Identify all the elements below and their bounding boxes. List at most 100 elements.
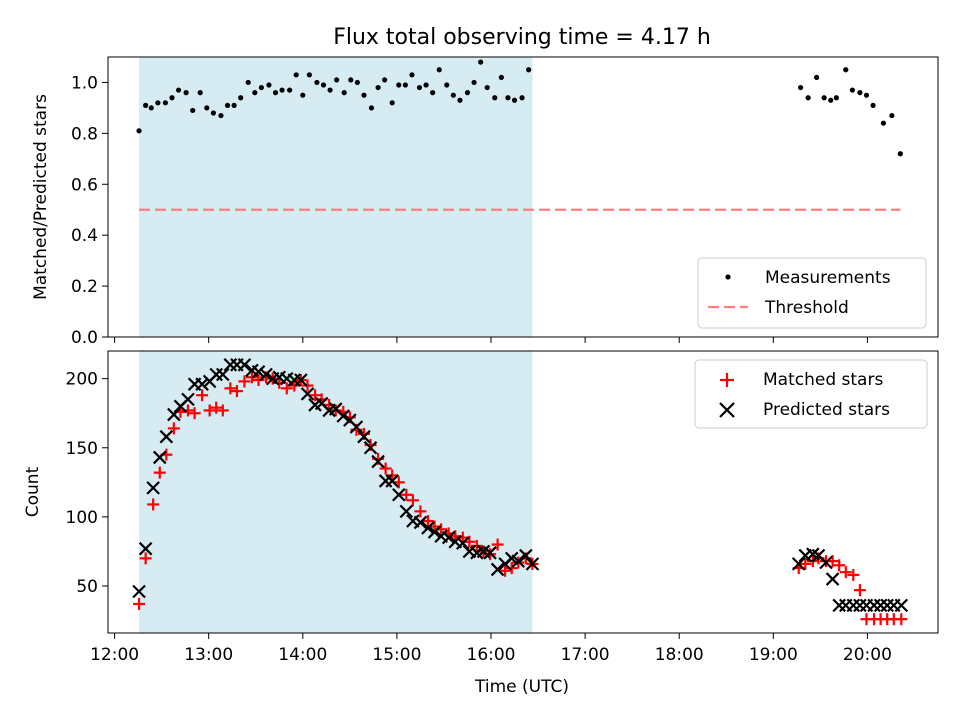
matched-star-point <box>210 401 223 414</box>
x-tick-label: 14:00 <box>278 645 327 665</box>
measurement-point <box>409 72 415 78</box>
x-tick-label: 18:00 <box>655 645 704 665</box>
predicted-star-point <box>490 562 505 577</box>
matched-star-point <box>839 566 852 579</box>
measurement-point <box>231 102 237 108</box>
predicted-star-point <box>195 377 209 391</box>
predicted-star-point <box>181 392 195 407</box>
measurement-point <box>306 72 312 78</box>
top-y-ticks: 0.0 0.2 0.4 0.6 0.8 1.0 <box>71 73 108 348</box>
predicted-star-point <box>525 557 540 571</box>
measurement-point <box>798 84 804 91</box>
top-y-tick-label: 1.0 <box>71 73 98 93</box>
predicted-star-point <box>519 548 533 563</box>
measurement-point <box>224 102 231 108</box>
predicted-star-point <box>427 525 442 539</box>
measurement-point <box>863 92 870 98</box>
predicted-star-point <box>791 557 806 571</box>
measurement-point <box>155 100 161 106</box>
measurement-point <box>526 67 532 73</box>
predicted-star-point <box>132 584 146 599</box>
matched-star-point <box>491 538 504 551</box>
measurement-point <box>162 100 169 106</box>
matched-star-point <box>147 498 160 511</box>
predicted-star-point <box>853 598 867 613</box>
bottom-y-ticks: 50 100 150 200 <box>66 370 108 597</box>
measurement-point <box>828 97 834 103</box>
bottom-legend: Matched stars Predicted stars <box>694 359 928 429</box>
measurement-point <box>354 79 360 86</box>
measurement-point <box>348 77 354 83</box>
x-tick-label: 15:00 <box>372 645 421 665</box>
predicted-star-point <box>336 409 351 423</box>
matched-star-point <box>505 562 518 575</box>
matched-star-point <box>196 389 209 402</box>
bottom-x-ticks: 12:00 13:00 14:00 15:00 16:00 17:00 18:00 19:00… <box>90 633 892 665</box>
measurement-point <box>505 95 511 101</box>
predicted-star-point <box>873 598 888 613</box>
predicted-star-point <box>413 515 428 530</box>
matched-star-point <box>188 407 201 420</box>
bottom-axes-frame <box>107 350 939 634</box>
matched-star-point <box>301 379 314 392</box>
predicted-star-point <box>894 598 909 613</box>
bottom-panel: 50 100 150 200 12:00 13:00 14:00 15:00 16:00 17:… <box>23 350 939 697</box>
top-y-tick-label: 0.0 <box>71 328 98 348</box>
top-shaded-span <box>139 57 533 337</box>
measurement-point <box>175 87 182 93</box>
measurement-point <box>430 90 436 96</box>
bottom-y-tick-label: 150 <box>66 439 98 459</box>
measurement-point <box>423 82 429 88</box>
matched-star-point <box>309 389 322 402</box>
matched-star-point <box>216 404 229 417</box>
measurement-point <box>210 110 216 116</box>
matched-star-point <box>833 559 846 572</box>
matched-star-point <box>153 466 166 479</box>
measurement-point <box>148 105 154 111</box>
measurement-point <box>833 95 839 101</box>
predicted-star-point <box>300 387 315 401</box>
measurement-point <box>498 74 504 80</box>
measurement-point <box>169 95 175 101</box>
measurement-point <box>300 92 306 98</box>
measurement-point <box>375 84 381 91</box>
predicted-star-point <box>483 546 497 560</box>
predicted-star-point <box>392 487 406 502</box>
chart-title: Flux total observing time = 4.17 h <box>333 25 711 50</box>
measurement-point <box>519 95 525 101</box>
measurement-point <box>402 82 408 88</box>
top-y-tick-label: 0.4 <box>71 226 98 246</box>
legend-predicted-marker <box>719 402 735 418</box>
x-tick-label: 20:00 <box>843 645 892 665</box>
matched-star-point <box>414 505 427 518</box>
measurement-point <box>849 87 855 93</box>
top-y-tick-label: 0.8 <box>71 124 98 144</box>
measurement-point <box>897 151 903 157</box>
measurement-point <box>334 77 340 83</box>
measurement-point <box>870 102 876 108</box>
measurement-point <box>245 79 251 86</box>
bottom-y-tick-label: 50 <box>76 577 98 597</box>
measurement-point <box>436 67 442 73</box>
measurement-point <box>464 90 471 96</box>
matched-star-point <box>252 374 265 387</box>
predicted-star-point <box>259 367 273 382</box>
matched-star-point <box>853 584 866 597</box>
measurement-point <box>889 112 895 119</box>
matched-star-point <box>280 382 293 395</box>
measurement-point <box>361 92 367 98</box>
measurement-point <box>492 95 498 101</box>
top-y-tick-label: 0.6 <box>71 175 98 195</box>
predicted-star-point <box>237 358 252 372</box>
measurement-point <box>484 84 490 91</box>
measurement-point <box>511 97 518 103</box>
predicted-star-point <box>363 440 378 455</box>
measurement-point <box>450 92 456 98</box>
predicted-star-point <box>159 429 174 444</box>
predicted-star-point <box>371 454 385 469</box>
bottom-legend-box <box>694 359 928 429</box>
matched-star-point <box>203 404 216 417</box>
legend-predicted-label: Predicted stars <box>763 400 890 420</box>
legend-measurements-marker <box>725 274 731 280</box>
